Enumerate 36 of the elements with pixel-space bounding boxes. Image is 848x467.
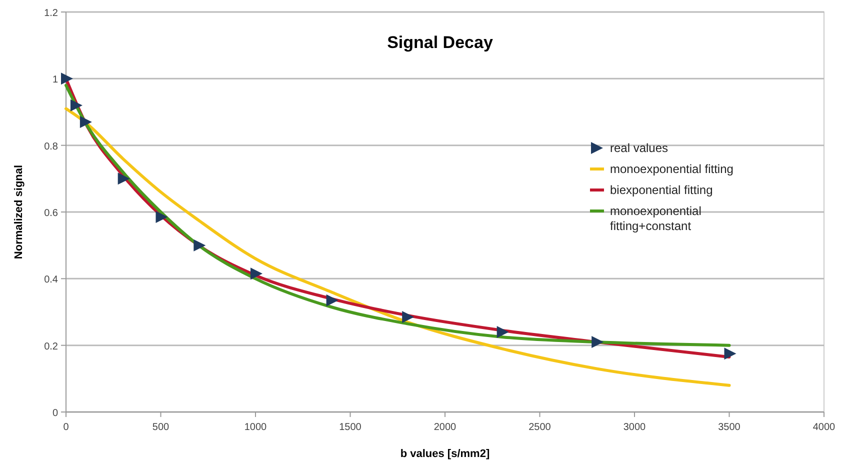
point bbox=[118, 172, 130, 185]
legend-label: real values bbox=[610, 141, 668, 155]
x-tick-label: 2000 bbox=[434, 422, 457, 433]
legend-label: monoexponential fitting+constant bbox=[610, 204, 702, 233]
point bbox=[250, 268, 262, 280]
y-axis-title: Normalized signal bbox=[13, 164, 25, 260]
x-tick-label: 3500 bbox=[718, 422, 741, 433]
legend-label: monoexponential fitting bbox=[610, 162, 734, 176]
point bbox=[402, 311, 414, 323]
y-tick-label: 1.2 bbox=[44, 8, 58, 19]
x-tick-label: 1500 bbox=[339, 422, 362, 433]
point bbox=[156, 211, 168, 223]
line-series bbox=[64, 107, 731, 387]
x-tick-label: 3000 bbox=[623, 422, 646, 433]
y-tick-label: 0.2 bbox=[44, 341, 58, 352]
point bbox=[61, 72, 73, 85]
point bbox=[326, 294, 338, 306]
point bbox=[194, 239, 206, 252]
point bbox=[496, 326, 509, 338]
x-tick-label: 0 bbox=[63, 422, 70, 433]
point bbox=[80, 116, 92, 128]
point bbox=[592, 336, 604, 348]
y-tick-label: 1 bbox=[52, 74, 58, 86]
x-tick-label: 1000 bbox=[244, 422, 268, 433]
y-tick-label: 0 bbox=[52, 408, 58, 419]
x-axis-title: b values [s/mm2] bbox=[400, 448, 490, 460]
text: Signal Decay bbox=[387, 33, 494, 52]
y-tick-label: 0.6 bbox=[44, 208, 58, 219]
x-tick-label: 4000 bbox=[812, 422, 836, 433]
point bbox=[70, 99, 82, 112]
y-tick-label: 0.8 bbox=[44, 141, 58, 152]
y-tick-label: 0.4 bbox=[44, 274, 58, 286]
x-tick-label: 2500 bbox=[528, 422, 552, 433]
x-tick-label: 500 bbox=[152, 422, 170, 433]
point bbox=[724, 348, 736, 360]
legend-label: biexponential fitting bbox=[610, 183, 713, 197]
